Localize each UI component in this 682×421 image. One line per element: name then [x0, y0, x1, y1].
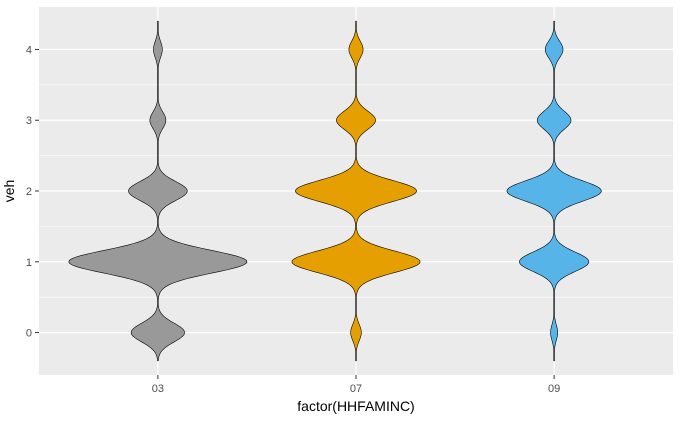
y-tick-label: 4	[26, 44, 32, 56]
x-axis-title: factor(HHFAMINC)	[297, 398, 414, 414]
violin-07	[291, 20, 421, 362]
y-tick-label: 3	[26, 115, 32, 127]
x-tick-label: 03	[152, 383, 164, 395]
y-tick-label: 1	[26, 257, 32, 269]
x-axis-ticks: 03 07 09	[152, 375, 560, 395]
x-tick-label: 07	[350, 383, 362, 395]
violins	[68, 20, 602, 362]
violin-09	[506, 20, 602, 362]
y-tick-label: 2	[26, 186, 32, 198]
y-axis-title: veh	[1, 180, 17, 203]
y-axis-ticks: 0 1 2 3 4	[26, 44, 39, 340]
x-tick-label: 09	[548, 383, 560, 395]
violin-03	[68, 20, 248, 362]
y-tick-label: 0	[26, 328, 32, 340]
